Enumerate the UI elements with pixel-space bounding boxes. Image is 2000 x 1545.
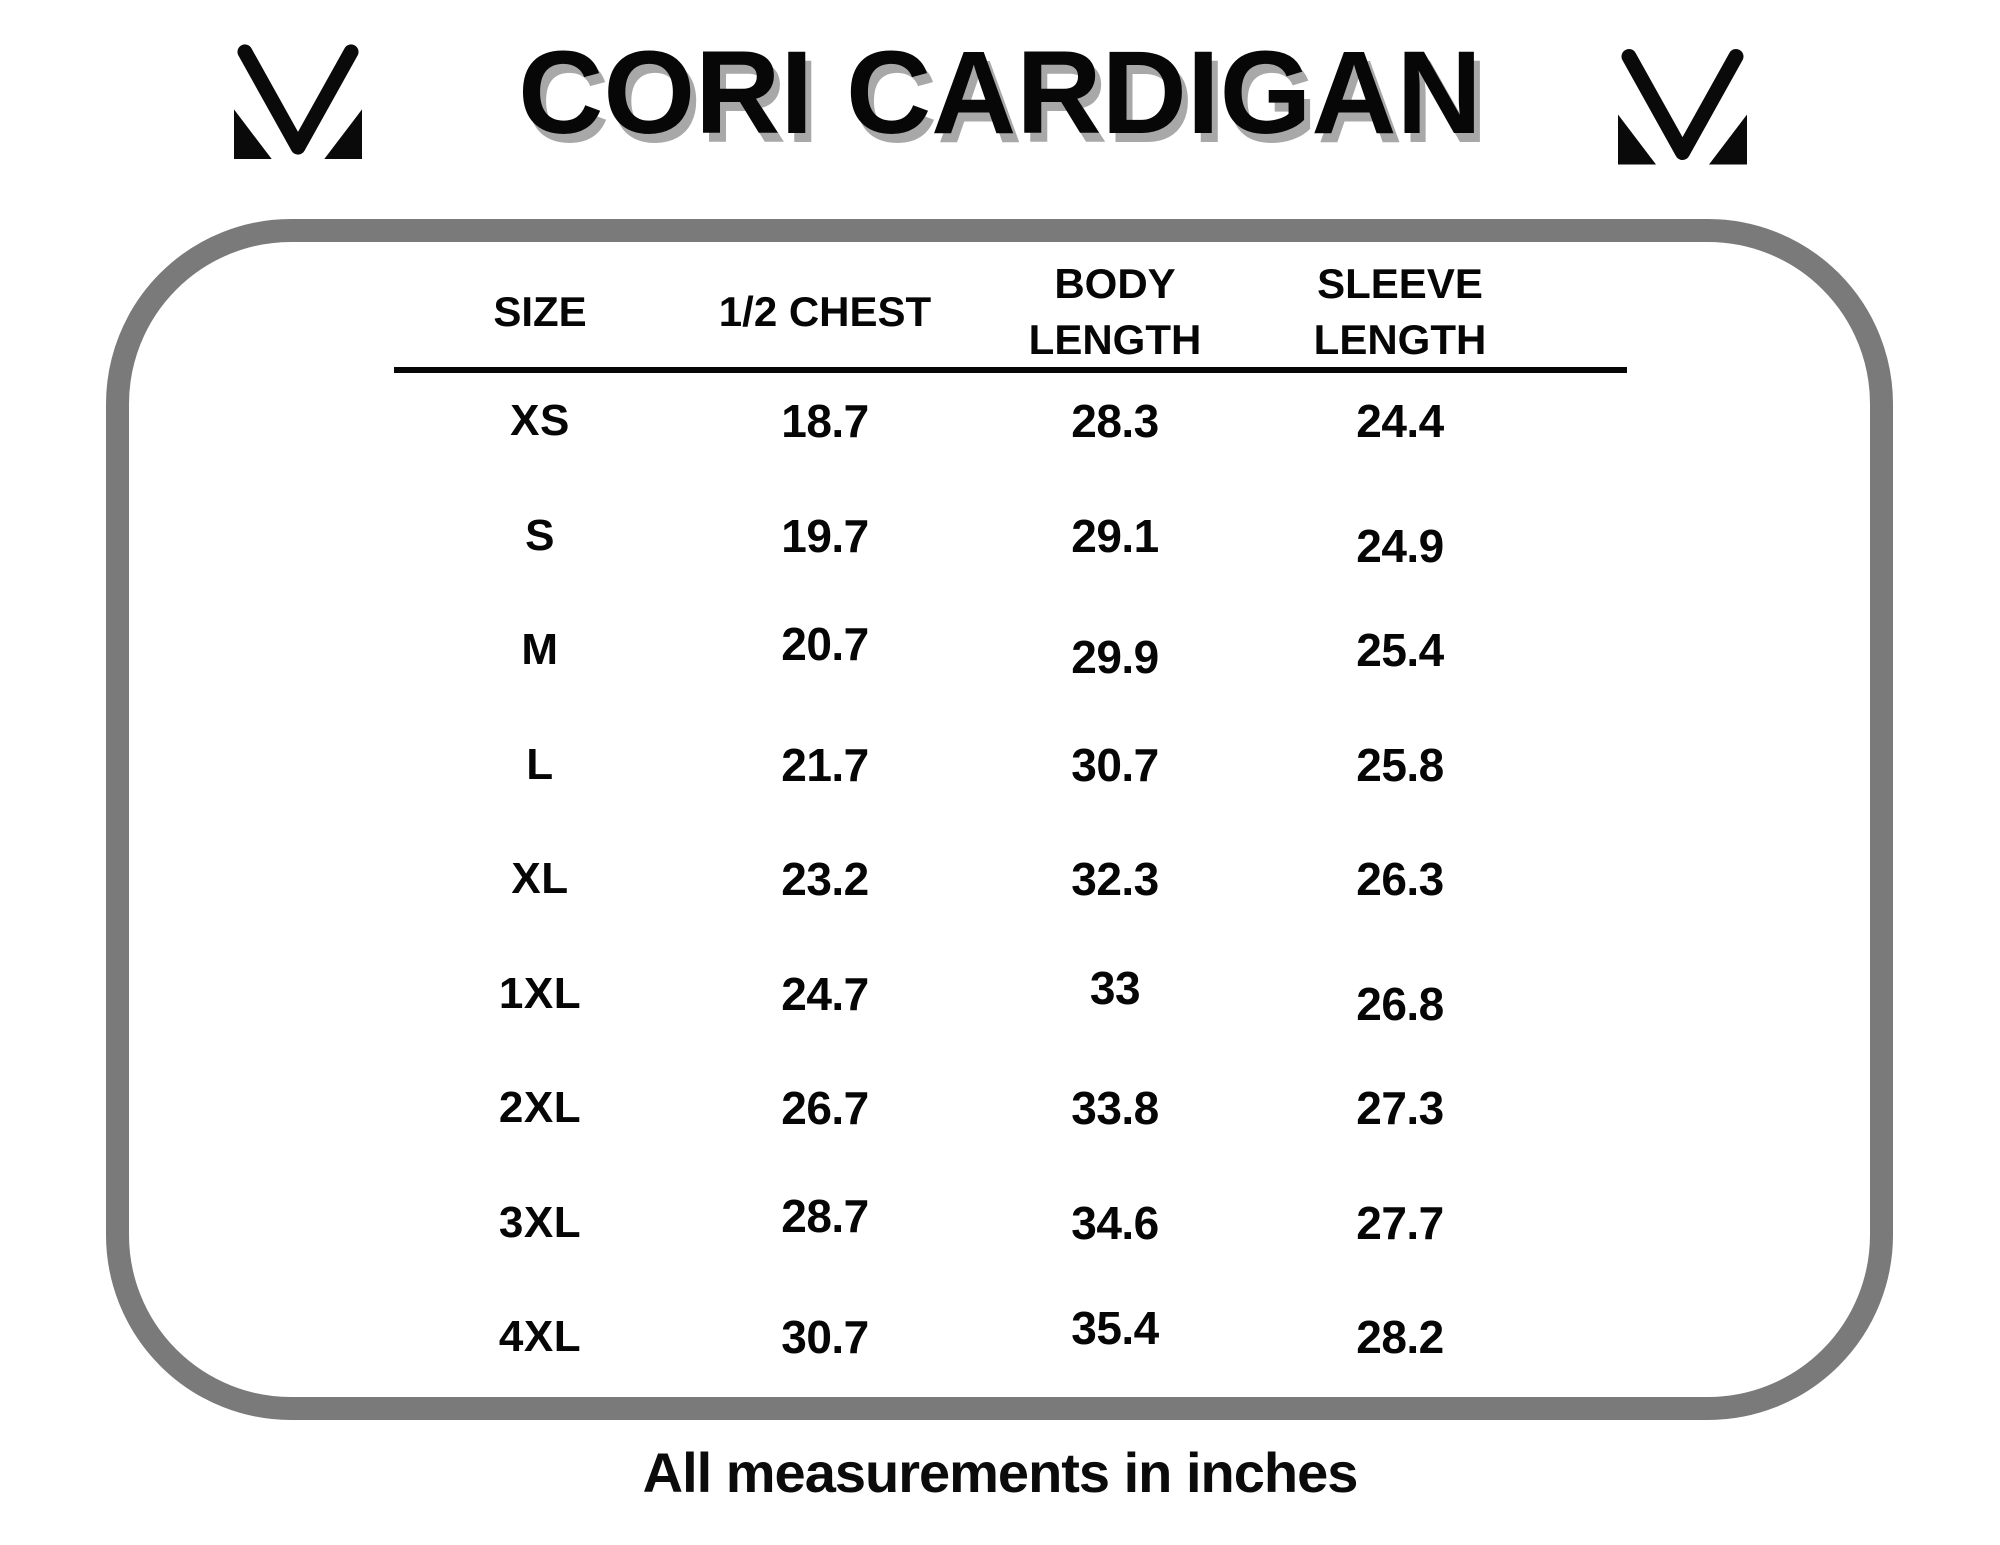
measurement-value: 26.8: [1356, 977, 1444, 1030]
measurement-value: 21.7: [781, 738, 869, 791]
size-label: M: [521, 625, 559, 675]
column-header-sleeve-length: SLEEVE LENGTH: [1313, 260, 1487, 363]
measurement-value: 23.2: [781, 853, 869, 906]
table-row: 3XL 28.7 34.6 27.7: [390, 1166, 1530, 1281]
measurement-value: 29.9: [1071, 631, 1159, 684]
measurement-value: 18.7: [781, 395, 869, 448]
size-table-header: SIZE 1/2 CHEST BODY LENGTH SLEEVE LENGTH: [390, 252, 1530, 372]
table-row: S 19.7 29.1 24.9: [390, 479, 1530, 594]
measurement-value: 32.3: [1071, 853, 1159, 906]
measurement-value: 30.7: [1071, 738, 1159, 791]
table-row: 2XL 26.7 33.8 27.3: [390, 1051, 1530, 1166]
measurement-value: 26.3: [1356, 853, 1444, 906]
size-label: 1XL: [498, 968, 582, 1018]
size-label: S: [525, 510, 555, 560]
measurement-value: 27.7: [1356, 1196, 1444, 1249]
column-header-half-chest: 1/2 CHEST: [718, 288, 932, 335]
measurement-value: 33: [1089, 961, 1141, 1014]
size-label: XS: [510, 396, 570, 446]
measurement-note: All measurements in inches: [642, 1441, 1359, 1504]
measurement-value: 24.4: [1356, 395, 1444, 448]
measurement-value: 24.7: [781, 967, 869, 1020]
size-label: 3XL: [498, 1197, 582, 1247]
measurement-value: 27.3: [1356, 1082, 1444, 1135]
size-label: XL: [511, 854, 569, 904]
measurement-value: 34.6: [1071, 1196, 1159, 1249]
measurement-value: 35.4: [1071, 1302, 1159, 1355]
measurement-value: 33.8: [1071, 1082, 1159, 1135]
m-brand-logo-icon: [234, 40, 362, 162]
table-row: L 21.7 30.7 25.8: [390, 708, 1530, 823]
measurement-value: 28.7: [781, 1189, 869, 1242]
size-chart-frame: [106, 219, 1893, 1420]
size-label: 2XL: [498, 1083, 582, 1133]
measurement-value: 20.7: [781, 618, 869, 671]
measurement-value: 29.1: [1071, 509, 1159, 562]
measurement-value: 25.4: [1356, 624, 1444, 677]
measurement-value: 28.3: [1071, 395, 1159, 448]
table-row: XL 23.2 32.3 26.3: [390, 822, 1530, 937]
size-label: 4XL: [498, 1312, 582, 1362]
header-underline: [394, 367, 1627, 373]
measurement-value: 19.7: [781, 509, 869, 562]
measurement-value: 30.7: [781, 1311, 869, 1364]
column-header-size: SIZE: [493, 288, 587, 335]
table-row: M 20.7 29.9 25.4: [390, 593, 1530, 708]
measurement-value: 26.7: [781, 1082, 869, 1135]
measurement-value: 25.8: [1356, 738, 1444, 791]
size-label: L: [526, 739, 554, 789]
page-title: CORI CARDIGAN: [518, 27, 1482, 159]
table-row: 4XL 30.7 35.4 28.2: [390, 1280, 1530, 1395]
column-header-body-length: BODY LENGTH: [1028, 260, 1202, 363]
table-row: XS 18.7 28.3 24.4: [390, 364, 1530, 479]
table-row: 1XL 24.7 33 26.8: [390, 937, 1530, 1052]
measurement-value: 24.9: [1356, 519, 1444, 572]
m-brand-logo-icon: [1618, 47, 1747, 165]
measurement-value: 28.2: [1356, 1311, 1444, 1364]
size-table-body: XS 18.7 28.3 24.4 S 19.7 29.1 24.9 M 20.7 29.9 25.4…: [390, 364, 1530, 1395]
